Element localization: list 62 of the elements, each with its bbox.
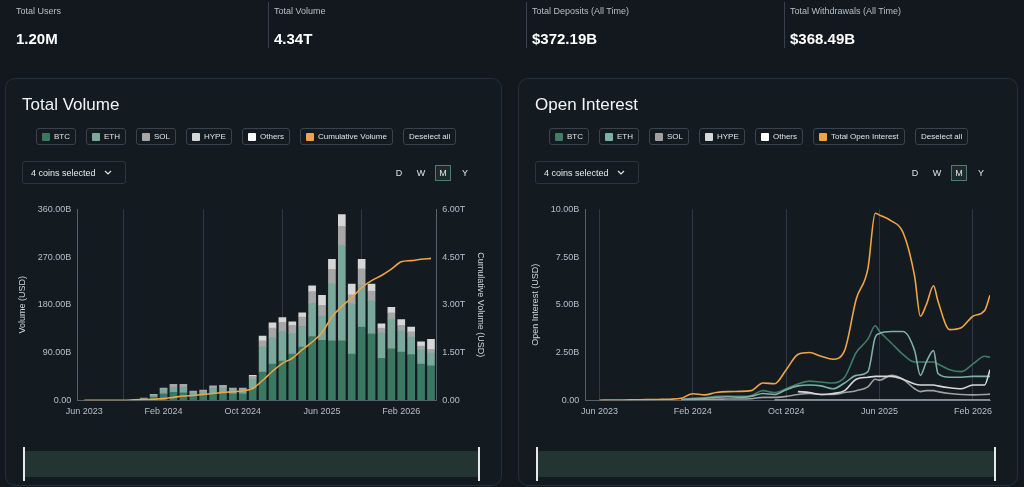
text: 4 coins selected xyxy=(31,167,96,178)
y-tick-label: 2.50B xyxy=(555,346,580,357)
legend-label: HYPE xyxy=(204,132,226,141)
legend-label: Cumulative Volume xyxy=(318,132,387,141)
y-axis-title: Open Interest (USD) xyxy=(529,263,540,346)
y2-axis-title: Cumulative Volume (USD) xyxy=(476,252,487,358)
chart-title: Open Interest xyxy=(535,95,639,115)
text: 4.34T xyxy=(274,30,313,47)
legend-label: Total Open Interest xyxy=(831,132,899,141)
x-tick-label: Jun 2025 xyxy=(303,406,341,417)
x-tick-label: Jun 2023 xyxy=(65,406,103,417)
y-tick-label: 10.00B xyxy=(550,203,580,214)
text: Total Deposits (All Time) xyxy=(532,6,630,16)
text: 4 coins selected xyxy=(544,167,609,178)
text: Total Withdrawals (All Time) xyxy=(790,6,902,16)
y-tick-label: 90.00B xyxy=(42,346,72,357)
y-tick-label: 360.00B xyxy=(37,203,72,214)
text: W xyxy=(415,167,427,180)
text: M xyxy=(951,165,967,181)
text: Deselect all xyxy=(409,132,451,141)
x-tick-label: Feb 2026 xyxy=(382,406,421,417)
legend-label: BTC xyxy=(567,132,583,141)
legend-label: SOL xyxy=(667,132,684,141)
y-tick-label: 270.00B xyxy=(37,251,72,262)
x-tick-label: Feb 2024 xyxy=(673,406,712,417)
text: D xyxy=(910,167,920,180)
y-tick-label: 0.00 xyxy=(561,394,580,405)
text: $368.49B xyxy=(790,30,856,47)
legend-label: Others xyxy=(773,132,798,141)
y2-tick-label: 6.00T xyxy=(442,203,466,214)
chart-title: Total Volume xyxy=(22,95,120,115)
y-tick-label: 0.00 xyxy=(53,394,72,405)
x-tick-label: Jun 2025 xyxy=(861,406,899,417)
text: 1.20M xyxy=(16,30,58,47)
y2-tick-label: 1.50T xyxy=(442,346,466,357)
text: Total Users xyxy=(16,6,62,16)
x-tick-label: Feb 2024 xyxy=(144,406,183,417)
legend-label: ETH xyxy=(617,132,633,141)
text: Y xyxy=(977,167,985,180)
text: Total Volume xyxy=(274,6,326,16)
legend-label: SOL xyxy=(154,132,171,141)
x-tick-label: Oct 2024 xyxy=(767,406,805,417)
y2-tick-label: 4.50T xyxy=(442,251,466,262)
text: Deselect all xyxy=(921,132,963,141)
text: D xyxy=(394,167,404,180)
y-tick-label: 5.00B xyxy=(555,299,580,310)
text: $372.19B xyxy=(532,30,598,47)
text: W xyxy=(931,167,943,180)
y2-tick-label: 0.00 xyxy=(442,394,460,405)
y2-tick-label: 3.00T xyxy=(442,299,466,310)
legend-label: ETH xyxy=(104,132,120,141)
legend-label: Others xyxy=(260,132,285,141)
x-tick-label: Oct 2024 xyxy=(224,406,262,417)
text: Y xyxy=(461,167,469,180)
legend-label: BTC xyxy=(54,132,70,141)
y-axis-title: Volume (USD) xyxy=(16,276,27,334)
x-tick-label: Feb 2026 xyxy=(953,406,992,417)
text: M xyxy=(435,165,451,181)
y-tick-label: 180.00B xyxy=(37,299,72,310)
y-tick-label: 7.50B xyxy=(555,251,580,262)
x-tick-label: Jun 2023 xyxy=(580,406,618,417)
legend-label: HYPE xyxy=(717,132,739,141)
